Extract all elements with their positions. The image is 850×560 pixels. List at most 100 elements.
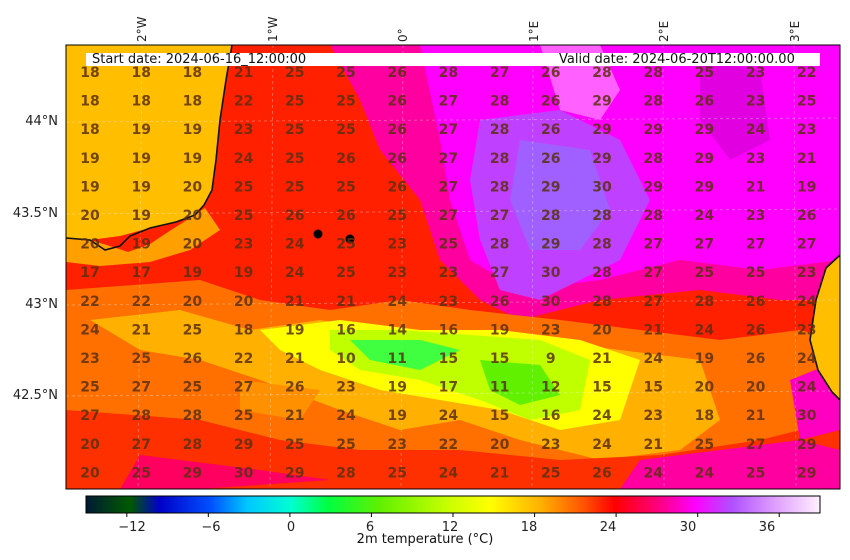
- temperature-value: 21: [285, 351, 304, 367]
- temperature-value: 20: [80, 208, 100, 224]
- temperature-value: 28: [490, 94, 509, 110]
- temperature-value: 26: [336, 151, 355, 167]
- temperature-value: 28: [592, 208, 611, 224]
- temperature-value: 21: [285, 294, 304, 310]
- temperature-value: 24: [695, 465, 715, 481]
- temperature-value: 25: [285, 437, 304, 453]
- temperature-value: 20: [183, 179, 203, 195]
- lat-label: 43.5°N: [12, 206, 58, 221]
- temperature-value: 28: [183, 408, 202, 424]
- temperature-value: 25: [797, 94, 816, 110]
- temperature-value: 27: [131, 380, 150, 396]
- temperature-value: 26: [541, 122, 560, 138]
- temperature-value: 24: [439, 465, 459, 481]
- colorbar-tick-label: 18: [520, 520, 538, 535]
- lon-label: 1°W: [266, 16, 280, 43]
- temperature-value: 25: [336, 237, 355, 253]
- temperature-value: 29: [643, 122, 662, 138]
- temperature-field: [66, 45, 840, 489]
- temperature-value: 21: [285, 408, 304, 424]
- temperature-value: 29: [695, 179, 714, 195]
- temperature-value: 18: [80, 65, 99, 81]
- temperature-value: 20: [490, 437, 510, 453]
- temperature-value: 25: [695, 65, 714, 81]
- temperature-value: 19: [80, 151, 99, 167]
- temperature-value: 28: [541, 208, 560, 224]
- temperature-value: 29: [643, 179, 662, 195]
- temperature-value: 19: [387, 408, 406, 424]
- temperature-value: 21: [592, 351, 611, 367]
- temperature-value: 19: [490, 322, 509, 338]
- temperature-value: 29: [541, 179, 560, 195]
- lat-label: 44°N: [25, 114, 58, 129]
- temperature-value: 21: [490, 465, 509, 481]
- temperature-value: 23: [746, 94, 765, 110]
- map-frame: [65, 44, 841, 490]
- temperature-value: 23: [387, 437, 406, 453]
- temperature-value: 25: [183, 322, 202, 338]
- temperature-value: 28: [336, 465, 355, 481]
- temperature-value: 16: [541, 408, 560, 424]
- temperature-value: 28: [490, 122, 509, 138]
- temperature-value: 29: [592, 122, 611, 138]
- temperature-value: 26: [746, 322, 765, 338]
- temperature-value: 14: [387, 322, 407, 338]
- temperature-value: 23: [80, 351, 99, 367]
- temperature-value: 19: [131, 208, 150, 224]
- temperature-value: 28: [643, 94, 662, 110]
- temperature-value: 9: [546, 351, 556, 367]
- temperature-value: 20: [183, 208, 203, 224]
- temperature-value: 16: [439, 322, 458, 338]
- temperature-value: 30: [541, 265, 561, 281]
- temperature-value: 25: [285, 151, 304, 167]
- temperature-value: 24: [387, 294, 407, 310]
- temperature-value: 15: [490, 351, 509, 367]
- temperature-value: 23: [746, 65, 765, 81]
- temperature-value: 28: [643, 208, 662, 224]
- temperature-value: 25: [336, 122, 355, 138]
- temperature-value: 25: [746, 265, 765, 281]
- temperature-value: 24: [234, 151, 254, 167]
- temperature-value: 29: [592, 151, 611, 167]
- temperature-value: 21: [234, 65, 253, 81]
- temperature-value: 25: [695, 265, 714, 281]
- temperature-value: 25: [336, 65, 355, 81]
- temperature-value: 18: [131, 65, 150, 81]
- temperature-value: 26: [285, 380, 304, 396]
- temperature-value: 27: [643, 265, 662, 281]
- temperature-value: 18: [183, 65, 202, 81]
- temperature-value: 29: [695, 151, 714, 167]
- temperature-value: 27: [695, 237, 714, 253]
- temperature-value: 23: [387, 265, 406, 281]
- colorbar-tick-label: 6: [365, 520, 375, 535]
- temperature-value: 25: [695, 437, 714, 453]
- temperature-value: 30: [592, 179, 612, 195]
- temperature-value: 23: [387, 237, 406, 253]
- temperature-value: 20: [80, 465, 100, 481]
- temperature-value: 24: [439, 408, 459, 424]
- temperature-value: 23: [797, 122, 816, 138]
- temperature-value: 27: [746, 437, 765, 453]
- temperature-value: 21: [797, 151, 816, 167]
- temperature-value: 17: [131, 265, 150, 281]
- temperature-value: 29: [797, 437, 816, 453]
- lon-label: 1°E: [527, 20, 541, 42]
- temperature-value: 25: [387, 208, 406, 224]
- city-marker: [313, 229, 323, 239]
- temperature-value: 23: [643, 408, 662, 424]
- temperature-value: 25: [285, 94, 304, 110]
- lon-label: 3°E: [788, 20, 802, 42]
- temperature-value: 23: [746, 208, 765, 224]
- atlantic-coastline: [65, 44, 233, 251]
- temperature-value: 22: [80, 294, 99, 310]
- temperature-value: 17: [80, 265, 99, 281]
- temperature-value: 19: [183, 265, 202, 281]
- temperature-value: 24: [336, 408, 356, 424]
- temperature-value: 26: [387, 94, 406, 110]
- temperature-value: 21: [746, 179, 765, 195]
- temperature-value: 28: [695, 294, 714, 310]
- temperature-value: 27: [80, 408, 99, 424]
- colorbar-tick-label: 0: [286, 520, 296, 535]
- temperature-value: 24: [285, 265, 305, 281]
- temperature-value: 24: [643, 351, 663, 367]
